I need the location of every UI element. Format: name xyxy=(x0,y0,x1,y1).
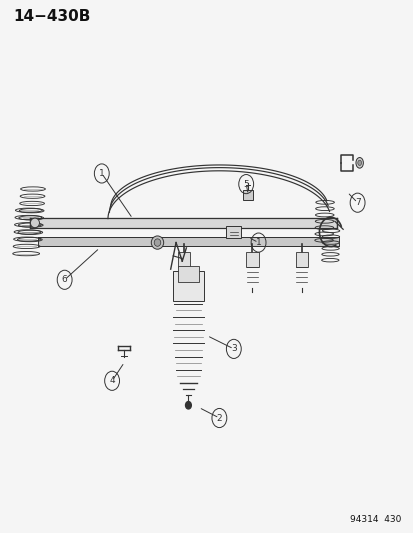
Text: 4: 4 xyxy=(109,376,115,385)
Text: 7: 7 xyxy=(354,198,360,207)
FancyBboxPatch shape xyxy=(173,271,203,301)
Text: 1: 1 xyxy=(255,238,261,247)
FancyBboxPatch shape xyxy=(246,252,258,266)
Text: 3: 3 xyxy=(230,344,236,353)
FancyBboxPatch shape xyxy=(178,252,190,266)
FancyBboxPatch shape xyxy=(226,225,241,238)
Text: 5: 5 xyxy=(243,180,249,189)
FancyBboxPatch shape xyxy=(243,190,253,200)
Text: 14−430B: 14−430B xyxy=(13,9,90,23)
Circle shape xyxy=(185,401,191,409)
Text: 6: 6 xyxy=(62,275,67,284)
Text: 2: 2 xyxy=(216,414,222,423)
Text: 1: 1 xyxy=(99,169,104,178)
Ellipse shape xyxy=(30,218,39,228)
FancyBboxPatch shape xyxy=(178,266,198,282)
Ellipse shape xyxy=(355,158,363,168)
FancyBboxPatch shape xyxy=(38,237,338,246)
Text: 94314  430: 94314 430 xyxy=(349,515,400,524)
Ellipse shape xyxy=(357,160,361,165)
FancyBboxPatch shape xyxy=(295,252,307,266)
FancyBboxPatch shape xyxy=(29,217,336,228)
Ellipse shape xyxy=(154,239,160,246)
Ellipse shape xyxy=(151,236,163,249)
